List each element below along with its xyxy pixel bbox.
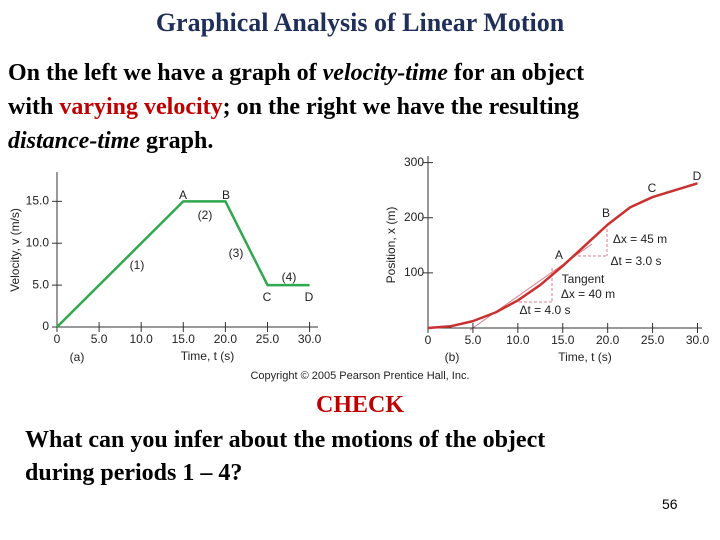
y-tick-label: 0 xyxy=(42,319,49,333)
text-run: ; on the right we have the resulting xyxy=(222,94,579,120)
annotation: D xyxy=(305,290,314,304)
annotation: Δt = 4.0 s xyxy=(519,303,570,317)
x-tick-label: 15.0 xyxy=(551,333,575,347)
question-line: What can you infer about the motions of … xyxy=(25,427,546,453)
x-tick-label: 25.0 xyxy=(641,333,665,347)
paragraph-line: with varying velocity; on the right we h… xyxy=(8,90,584,124)
x-tick-label: 20.0 xyxy=(214,332,238,346)
question-line: during periods 1 – 4? xyxy=(25,460,243,486)
slide-title: Graphical Analysis of Linear Motion xyxy=(155,8,565,37)
x-axis-label: Time, t (s) xyxy=(181,349,235,363)
x-tick-label: 30.0 xyxy=(686,333,710,347)
annotation: (3) xyxy=(229,246,244,260)
data-line xyxy=(427,182,698,330)
x-tick-label: 30.0 xyxy=(298,332,322,346)
text-run: velocity-time xyxy=(322,60,448,86)
annotation: B xyxy=(602,206,610,220)
text-run: distance-time xyxy=(8,128,140,154)
y-tick-label: 100 xyxy=(404,265,424,279)
x-tick-label: 10.0 xyxy=(130,332,154,346)
text-run: with xyxy=(8,94,60,120)
annotation: (1) xyxy=(130,258,145,272)
x-tick-label: 25.0 xyxy=(256,332,280,346)
y-tick-label: 10.0 xyxy=(26,235,50,249)
text-run: varying velocity xyxy=(59,94,223,120)
annotation: Tangent xyxy=(562,272,605,286)
y-axis-label: Velocity, v (m/s) xyxy=(8,208,22,292)
page-number: 56 xyxy=(662,496,678,512)
text-run: for an object xyxy=(447,60,585,86)
annotation: Δx = 45 m xyxy=(613,232,667,246)
x-tick-label: 0 xyxy=(54,332,61,346)
question: What can you infer about the motions of … xyxy=(25,424,545,490)
annotation: (4) xyxy=(282,270,297,284)
x-tick-label: 15.0 xyxy=(172,332,196,346)
annotation: (2) xyxy=(198,208,213,222)
annotation: A xyxy=(555,248,563,262)
annotation: Δx = 40 m xyxy=(561,287,615,301)
annotation: D xyxy=(693,169,702,183)
x-tick-label: 5.0 xyxy=(465,333,482,347)
paragraph-line: distance-time graph. xyxy=(8,124,584,158)
x-tick-label: 20.0 xyxy=(596,333,620,347)
y-tick-label: 200 xyxy=(404,210,424,224)
x-axis-label: Time, t (s) xyxy=(558,350,612,364)
paragraph: On the left we have a graph of velocity-… xyxy=(8,56,584,158)
check-heading: CHECK xyxy=(315,392,404,418)
y-tick-label: 300 xyxy=(404,155,424,169)
text-run: graph. xyxy=(139,128,214,154)
text-run: On the left we have a graph of xyxy=(8,60,323,86)
y-tick-label: 5.0 xyxy=(32,277,49,291)
x-tick-label: 0 xyxy=(425,333,432,347)
paragraph-line: On the left we have a graph of velocity-… xyxy=(8,56,584,90)
copyright: Copyright © 2005 Pearson Prentice Hall, … xyxy=(250,370,469,382)
annotation: Δt = 3.0 s xyxy=(610,254,661,268)
annotation: B xyxy=(222,188,230,202)
y-axis-label: Position, x (m) xyxy=(384,207,398,284)
annotation: C xyxy=(263,290,272,304)
annotation: A xyxy=(179,188,187,202)
annotation: (b) xyxy=(445,350,460,364)
annotation: C xyxy=(648,181,657,195)
x-tick-label: 5.0 xyxy=(91,332,108,346)
y-tick-label: 15.0 xyxy=(26,193,50,207)
data-line xyxy=(56,200,310,328)
x-tick-label: 10.0 xyxy=(506,333,530,347)
annotation: (a) xyxy=(70,350,85,364)
